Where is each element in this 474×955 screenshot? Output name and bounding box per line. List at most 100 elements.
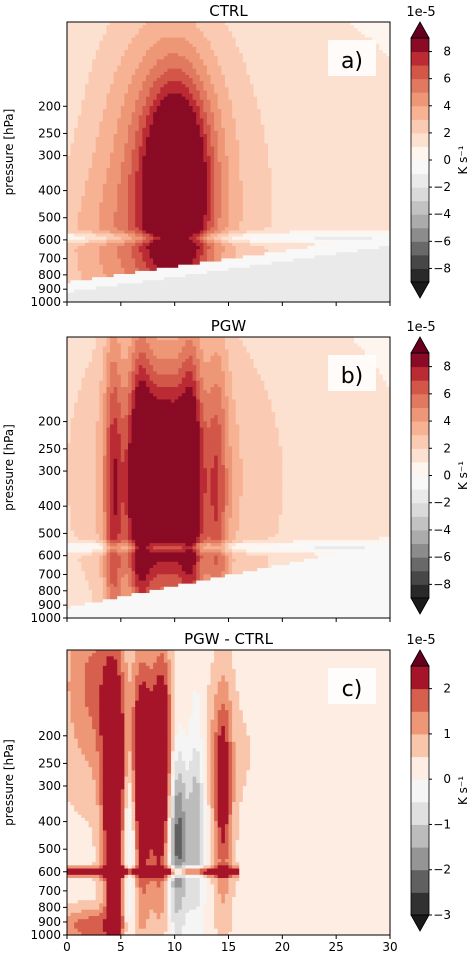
heatmap-cell — [70, 137, 75, 141]
heatmap-cell — [120, 37, 126, 42]
heatmap-cell — [106, 71, 111, 76]
heatmap-cell — [67, 193, 72, 197]
heatmap-cell — [67, 68, 72, 73]
heatmap-cell — [142, 34, 147, 39]
heatmap-cell — [95, 112, 100, 116]
heatmap-cell — [160, 134, 165, 138]
heatmap-cell — [88, 280, 93, 284]
heatmap-cell — [160, 25, 165, 29]
heatmap-cell — [117, 183, 122, 188]
heatmap-cell — [95, 118, 100, 123]
heatmap-cell — [84, 165, 90, 169]
heatmap-cell — [142, 50, 147, 54]
heatmap-cell — [156, 65, 161, 70]
heatmap-cell — [149, 274, 154, 278]
heatmap-cell — [77, 183, 82, 188]
heatmap-cell — [153, 168, 158, 172]
heatmap-cell — [99, 242, 104, 247]
heatmap-cell — [88, 183, 93, 188]
heatmap-cell — [167, 267, 172, 272]
heatmap-cell — [77, 22, 82, 26]
heatmap-cell — [167, 295, 172, 300]
heatmap-cell — [149, 127, 154, 132]
heatmap-cell — [77, 295, 82, 300]
heatmap-cell — [95, 68, 100, 73]
heatmap-cell — [156, 202, 161, 207]
heatmap-cell — [92, 50, 97, 54]
heatmap-cell — [110, 134, 115, 138]
heatmap-cell — [74, 224, 79, 228]
heatmap-cell — [163, 121, 169, 126]
heatmap-cell — [67, 149, 72, 154]
heatmap-cell — [84, 214, 90, 219]
heatmap-cell — [113, 152, 118, 157]
heatmap-cell — [95, 255, 100, 260]
heatmap-cell — [163, 249, 169, 253]
heatmap-cell — [138, 53, 143, 57]
heatmap-cell — [153, 140, 158, 144]
heatmap-cell — [160, 208, 165, 213]
heatmap-cell — [113, 196, 118, 200]
heatmap-cell — [120, 31, 126, 36]
heatmap-cell — [113, 211, 118, 216]
heatmap-cell — [145, 239, 151, 244]
heatmap-cell — [102, 68, 108, 73]
heatmap-cell — [142, 249, 147, 253]
heatmap-cell — [156, 43, 161, 48]
heatmap-cell — [70, 40, 75, 45]
heatmap-cell — [156, 109, 161, 113]
heatmap-cell — [70, 221, 75, 225]
heatmap-cell — [167, 31, 172, 36]
heatmap-cell — [163, 115, 169, 120]
heatmap-cell — [88, 239, 93, 244]
heatmap-cell — [149, 106, 154, 110]
heatmap-cell — [131, 43, 136, 48]
heatmap-cell — [117, 261, 122, 266]
heatmap-cell — [74, 90, 79, 95]
heatmap-cell — [99, 214, 104, 219]
heatmap-cell — [120, 146, 126, 151]
heatmap-cell — [113, 22, 118, 26]
heatmap-cell — [81, 180, 86, 185]
heatmap-cell — [67, 211, 72, 216]
heatmap-cell — [138, 205, 143, 210]
heatmap-cell — [110, 202, 115, 207]
heatmap-cell — [110, 31, 115, 36]
heatmap-cell — [110, 255, 115, 260]
heatmap-cell — [81, 22, 86, 26]
heatmap-cell — [88, 208, 93, 213]
heatmap-cell — [74, 68, 79, 73]
heatmap-cell — [77, 25, 82, 29]
heatmap-cell — [135, 227, 140, 232]
heatmap-cell — [131, 208, 136, 213]
heatmap-cell — [124, 137, 129, 141]
heatmap-cell — [149, 270, 154, 275]
heatmap-cell — [102, 177, 108, 182]
heatmap-cell — [142, 214, 147, 219]
heatmap-cell — [67, 283, 72, 288]
heatmap-cell — [135, 99, 140, 104]
heatmap-cell — [145, 286, 151, 291]
heatmap-cell — [113, 99, 118, 104]
heatmap-cell — [95, 121, 100, 126]
heatmap-cell — [128, 146, 133, 151]
heatmap-cell — [77, 165, 82, 169]
heatmap-cell — [124, 149, 129, 154]
heatmap-cell — [113, 43, 118, 48]
heatmap-cell — [88, 46, 93, 51]
heatmap-cell — [74, 249, 79, 253]
heatmap-cell — [117, 236, 122, 241]
heatmap-cell — [135, 230, 140, 235]
heatmap-cell — [124, 214, 129, 219]
heatmap-cell — [163, 193, 169, 197]
heatmap-cell — [142, 84, 147, 88]
heatmap-cell — [149, 112, 154, 116]
heatmap-cell — [99, 239, 104, 244]
heatmap-cell — [128, 208, 133, 213]
heatmap-cell — [102, 230, 108, 235]
heatmap-cell — [153, 277, 158, 281]
heatmap-cell — [138, 158, 143, 163]
heatmap-cells — [67, 22, 391, 303]
heatmap-cell — [99, 50, 104, 54]
heatmap-cell — [70, 258, 75, 263]
